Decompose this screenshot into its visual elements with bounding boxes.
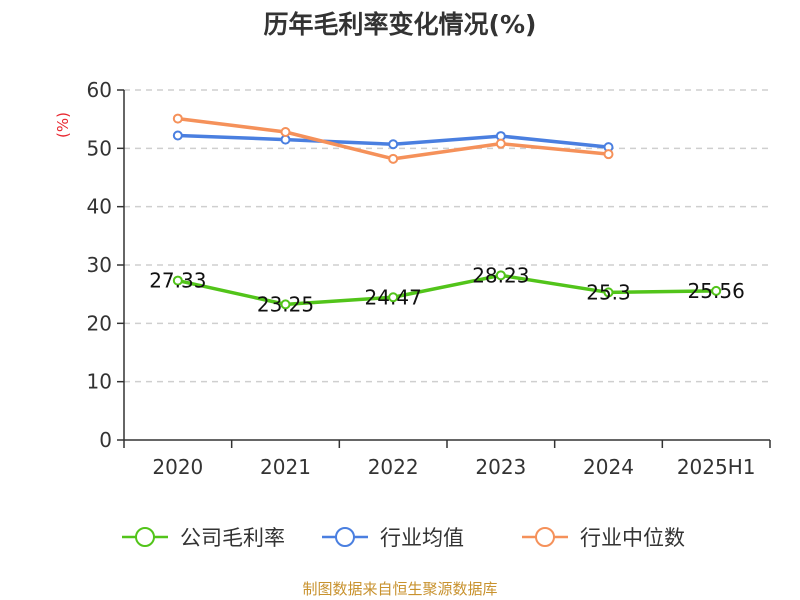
x-tick-label: 2025H1 xyxy=(677,455,756,479)
x-tick-label: 2020 xyxy=(152,455,203,479)
source-note: 制图数据来自恒生聚源数据库 xyxy=(302,580,497,598)
axes: 0 10 20 30 40 50 60 2020 2021 2022 2023 2024 2025H1 xyxy=(87,78,771,479)
data-point xyxy=(388,292,399,303)
data-point xyxy=(388,139,399,150)
y-tick-label: 10 xyxy=(87,370,112,394)
data-point xyxy=(711,285,722,296)
chart-title: 历年毛利率变化情况(%) xyxy=(264,10,537,39)
y-tick-label: 30 xyxy=(87,253,112,277)
data-point xyxy=(172,275,183,286)
y-tick-label: 0 xyxy=(99,428,112,452)
data-label: 25.56 xyxy=(688,279,745,303)
data-point xyxy=(495,138,506,149)
legend-label: 行业中位数 xyxy=(580,526,685,550)
legend-label: 公司毛利率 xyxy=(180,526,285,550)
x-tick-label: 2022 xyxy=(368,455,419,479)
y-tick-label: 50 xyxy=(87,136,112,160)
data-point xyxy=(280,127,291,137)
legend-label: 行业均值 xyxy=(380,526,464,550)
data-labels: 27.33 23.25 24.47 28.23 25.3 25.56 xyxy=(149,263,745,316)
legend-item: 公司毛利率 xyxy=(122,526,285,550)
legend-item: 行业均值 xyxy=(322,526,464,550)
x-tick-label: 2024 xyxy=(583,455,634,479)
series-layer xyxy=(172,113,722,310)
x-tick-label: 2021 xyxy=(260,455,311,479)
legend-marker xyxy=(335,527,355,547)
y-tick-label: 40 xyxy=(87,195,112,219)
x-tick-label: 2023 xyxy=(475,455,526,479)
legend-marker xyxy=(535,527,555,547)
data-point xyxy=(388,153,399,164)
data-label: 27.33 xyxy=(149,269,206,293)
data-point xyxy=(172,113,183,124)
y-axis-unit: (%) xyxy=(54,112,72,138)
data-point xyxy=(603,287,614,298)
legend-marker xyxy=(135,527,155,547)
data-point xyxy=(172,130,183,141)
y-tick-label: 20 xyxy=(87,311,112,335)
y-tick-label: 60 xyxy=(87,78,112,102)
data-point xyxy=(603,149,614,160)
legend-item: 行业中位数 xyxy=(522,526,685,550)
legend: 公司毛利率 行业均值 行业中位数 xyxy=(122,526,685,550)
data-label: 28.23 xyxy=(472,263,529,287)
data-label: 25.3 xyxy=(586,280,631,304)
data-label: 24.47 xyxy=(365,285,422,309)
data-point xyxy=(280,299,291,310)
grid-lines xyxy=(124,89,770,383)
data-label: 23.25 xyxy=(257,292,314,316)
series-line xyxy=(176,273,718,307)
data-point xyxy=(495,270,506,281)
